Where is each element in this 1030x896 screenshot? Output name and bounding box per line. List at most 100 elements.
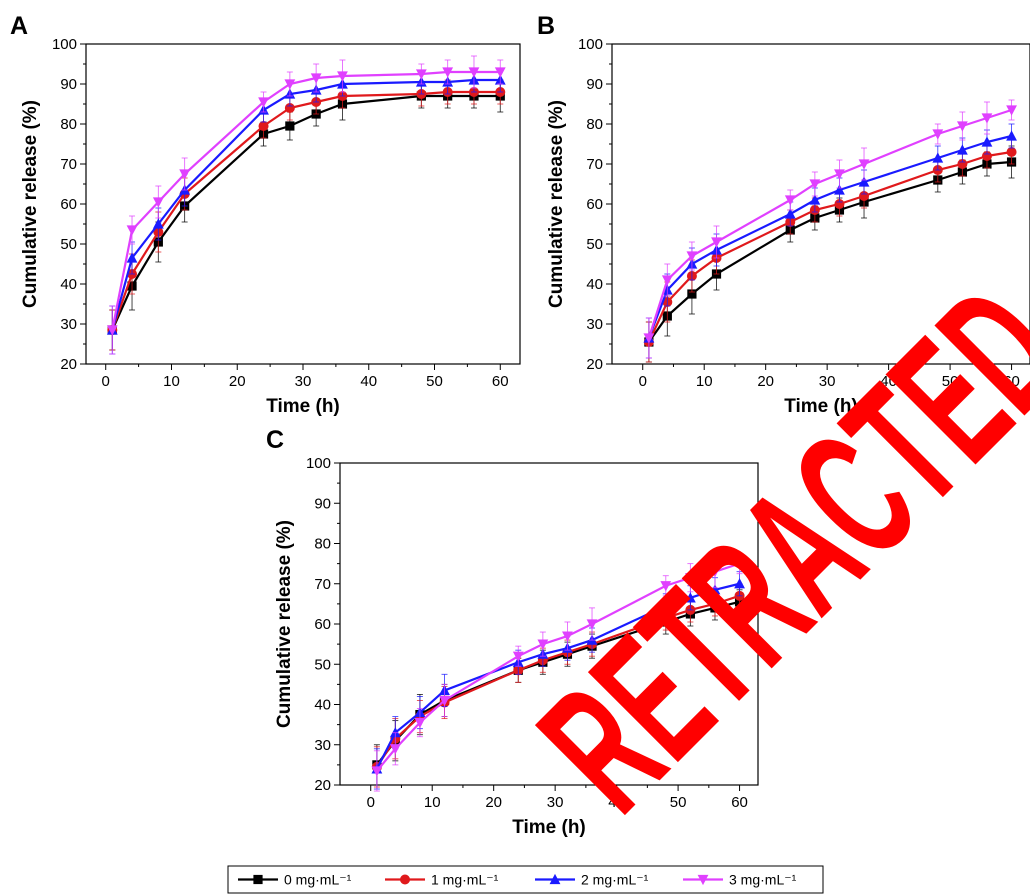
y-tick-label: 30	[314, 737, 331, 754]
x-tick-label: 40	[360, 373, 377, 390]
y-tick-label: 20	[314, 777, 331, 794]
data-point	[734, 578, 745, 589]
panel-letter: B	[537, 12, 555, 40]
legend-marker	[697, 874, 709, 886]
x-tick-label: 10	[163, 373, 180, 390]
legend-items: 0 mg·mL⁻¹ 1 mg·mL⁻¹ 2 mg·mL⁻¹ 3 mg·mL⁻¹	[238, 872, 797, 888]
data-point	[684, 592, 696, 603]
y-tick-label: 60	[60, 196, 77, 213]
data-point	[932, 152, 944, 163]
x-tick-label: 60	[731, 794, 748, 811]
x-tick-label: 0	[367, 794, 375, 811]
data-point	[284, 79, 296, 90]
data-point	[439, 695, 450, 707]
data-point	[179, 169, 191, 180]
data-point	[562, 631, 573, 642]
data-point	[956, 121, 968, 132]
panel-letter: C	[266, 426, 284, 454]
data-point	[957, 159, 968, 169]
data-point	[389, 727, 401, 738]
data-point	[415, 69, 427, 80]
y-tick-label: 30	[586, 316, 603, 333]
data-point	[512, 651, 524, 662]
data-point	[126, 252, 138, 263]
legend-entry: 3 mg·mL⁻¹	[683, 872, 797, 888]
data-point	[371, 766, 383, 777]
data-point	[734, 559, 745, 570]
y-tick-label: 60	[314, 616, 331, 633]
series-3	[643, 99, 1017, 359]
series-line	[376, 562, 740, 772]
y-tick-label: 40	[314, 697, 331, 714]
data-point	[932, 129, 944, 140]
x-tick-label: 60	[1003, 373, 1020, 390]
data-point	[709, 598, 720, 609]
y-tick-label: 80	[586, 116, 603, 133]
series-3	[106, 55, 506, 355]
y-tick-label: 100	[578, 36, 603, 53]
data-point	[859, 191, 870, 201]
y-tick-label: 60	[586, 196, 603, 213]
y-tick-label: 30	[60, 316, 77, 333]
data-point	[284, 103, 295, 113]
x-axis-title: Time (h)	[512, 817, 586, 838]
data-point	[686, 251, 698, 262]
legend: 0 mg·mL⁻¹ 1 mg·mL⁻¹ 2 mg·mL⁻¹ 3 mg·mL⁻¹	[227, 865, 824, 894]
legend-marker	[253, 874, 263, 885]
data-point	[834, 184, 845, 195]
data-point	[126, 225, 138, 236]
y-tick-label: 80	[314, 536, 331, 553]
legend-label: 2 mg·mL⁻¹	[581, 872, 649, 888]
data-point	[660, 600, 672, 611]
x-tick-label: 40	[880, 373, 897, 390]
data-point	[1006, 105, 1017, 116]
data-point	[858, 176, 870, 187]
data-point	[494, 67, 506, 78]
series-line	[111, 90, 501, 331]
data-point	[152, 218, 164, 229]
y-tick-label: 70	[586, 156, 603, 173]
data-point	[784, 195, 796, 206]
series-3	[371, 553, 745, 792]
x-tick-label: 10	[424, 794, 441, 811]
data-point	[709, 567, 721, 578]
y-tick-label: 80	[60, 116, 77, 133]
x-tick-label: 50	[670, 794, 687, 811]
data-point	[784, 208, 796, 219]
data-point	[661, 275, 673, 286]
data-point	[586, 619, 598, 630]
y-tick-label: 70	[314, 576, 331, 593]
x-tick-label: 0	[639, 373, 647, 390]
data-point	[809, 194, 821, 205]
panel-a: A 20 30 40 50 60 70 80 90 100 0 10 20 30 40 50 60 Time (h…	[10, 12, 521, 417]
data-point	[643, 333, 655, 344]
data-point	[468, 67, 480, 78]
y-tick-label: 20	[60, 356, 77, 373]
data-point	[981, 113, 993, 124]
y-tick-label: 50	[586, 236, 603, 253]
data-point	[258, 97, 269, 108]
data-point	[709, 584, 721, 595]
y-tick-label: 90	[314, 495, 331, 512]
data-point	[337, 71, 348, 82]
x-tick-label: 40	[608, 794, 625, 811]
retracted-stamp: RETRACTED	[503, 250, 1030, 848]
series-2	[106, 67, 506, 355]
data-point	[258, 121, 269, 131]
legend-entry: 0 mg·mL⁻¹	[238, 872, 352, 888]
legend-label: 0 mg·mL⁻¹	[284, 872, 352, 888]
x-tick-label: 20	[229, 373, 246, 390]
data-point	[858, 159, 870, 170]
retracted-stamp-text: RETRACTED	[503, 250, 1030, 848]
x-tick-label: 30	[295, 373, 312, 390]
panel-b: B 20 30 40 50 60 70 80 90 100 0 10 20 30 40 50 60 Time (h…	[537, 12, 1030, 417]
legend-entry: 1 mg·mL⁻¹	[385, 872, 499, 888]
x-axis-title: Time (h)	[266, 396, 340, 417]
data-point	[537, 639, 549, 650]
y-tick-label: 40	[586, 276, 603, 293]
data-point	[1006, 147, 1017, 157]
y-axis-title: Cumulative release (%)	[20, 100, 41, 308]
data-point	[660, 581, 672, 592]
